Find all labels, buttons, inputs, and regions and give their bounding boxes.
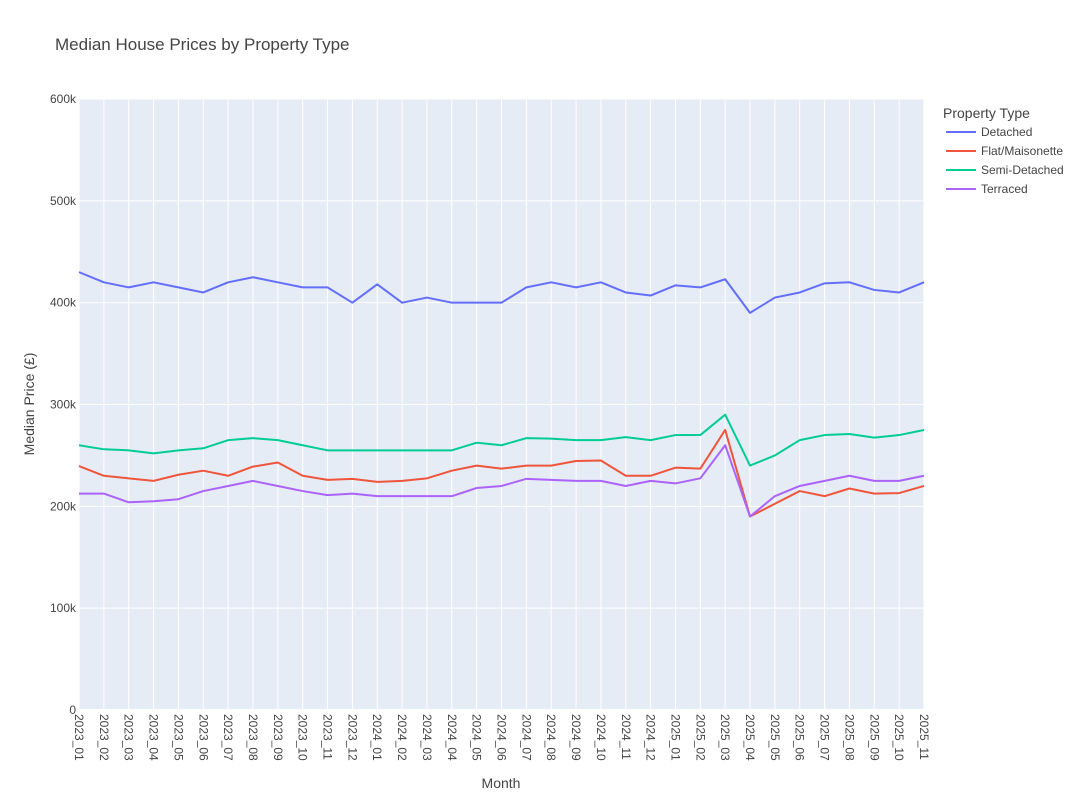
x-tick-label: 2025_01: [668, 714, 682, 761]
x-tick-label: 2024_06: [495, 714, 509, 761]
legend-label: Detached: [981, 125, 1032, 139]
x-tick-label: 2024_01: [370, 714, 384, 761]
x-tick-label: 2024_09: [569, 714, 583, 761]
legend-item[interactable]: Semi-Detached: [946, 163, 1064, 177]
y-tick-label: 400k: [50, 296, 77, 310]
x-tick-label: 2024_05: [470, 714, 484, 761]
legend-label: Terraced: [981, 182, 1028, 196]
legend-item[interactable]: Flat/Maisonette: [946, 144, 1063, 158]
x-tick-label: 2024_10: [594, 714, 608, 761]
series-line-detached[interactable]: [78, 271, 925, 314]
legend-item[interactable]: Terraced: [946, 182, 1028, 196]
x-tick-label: 2024_07: [519, 714, 533, 761]
y-axis-title: Median Price (£): [21, 353, 37, 456]
x-tick-label: 2025_05: [768, 714, 782, 761]
legend-item[interactable]: Detached: [946, 125, 1032, 139]
legend: Property Type Detached Flat/Maisonette Sem…: [943, 105, 1064, 196]
x-tick-label: 2024_03: [420, 714, 434, 761]
x-tick-label: 2023_10: [296, 714, 310, 761]
x-tick-label: 2023_07: [221, 714, 235, 761]
x-axis-title: Month: [482, 775, 521, 791]
x-tick-label: 2023_06: [196, 714, 210, 761]
x-tick-label: 2024_12: [644, 714, 658, 761]
x-tick-label: 2024_08: [544, 714, 558, 761]
x-tick-label: 2025_09: [867, 714, 881, 761]
y-tick-label: 200k: [50, 499, 77, 513]
x-tick-label: 2023_03: [122, 714, 136, 761]
x-tick-label: 2023_08: [246, 714, 260, 761]
y-tick-label: 600k: [50, 92, 77, 106]
x-tick-label: 2025_08: [842, 714, 856, 761]
legend-label: Flat/Maisonette: [981, 144, 1063, 158]
x-tick-label: 2023_04: [147, 714, 161, 761]
x-tick-label: 2024_02: [395, 714, 409, 761]
x-tick-label: 2024_04: [445, 714, 459, 761]
x-tick-label: 2025_02: [693, 714, 707, 761]
x-tick-label: 2025_04: [743, 714, 757, 761]
x-tick-label: 2025_06: [793, 714, 807, 761]
y-tick-label: 300k: [50, 398, 77, 412]
series-line-semi-detached[interactable]: [78, 413, 925, 467]
x-tick-label: 2023_02: [97, 714, 111, 761]
x-tick-label: 2023_01: [72, 714, 86, 761]
y-tick-label: 100k: [50, 601, 77, 615]
x-tick-label: 2025_07: [818, 714, 832, 761]
x-tick-label: 2025_03: [718, 714, 732, 761]
series-line-flat-maisonette[interactable]: [78, 428, 925, 518]
x-tick-label: 2023_12: [345, 714, 359, 761]
x-tick-label: 2024_11: [619, 714, 633, 760]
y-tick-label: 500k: [50, 194, 77, 208]
x-tick-label: 2025_11: [917, 714, 931, 760]
x-tick-label: 2023_05: [171, 714, 185, 761]
y-tick-label: 0: [69, 703, 76, 717]
legend-title: Property Type: [943, 105, 1030, 121]
series-line-terraced[interactable]: [79, 444, 925, 518]
chart-title: Median House Prices by Property Type: [55, 35, 350, 54]
x-tick-label: 2023_09: [271, 714, 285, 761]
x-tick-label: 2023_11: [321, 714, 335, 760]
x-tick-label: 2025_10: [892, 714, 906, 761]
legend-label: Semi-Detached: [981, 163, 1064, 177]
